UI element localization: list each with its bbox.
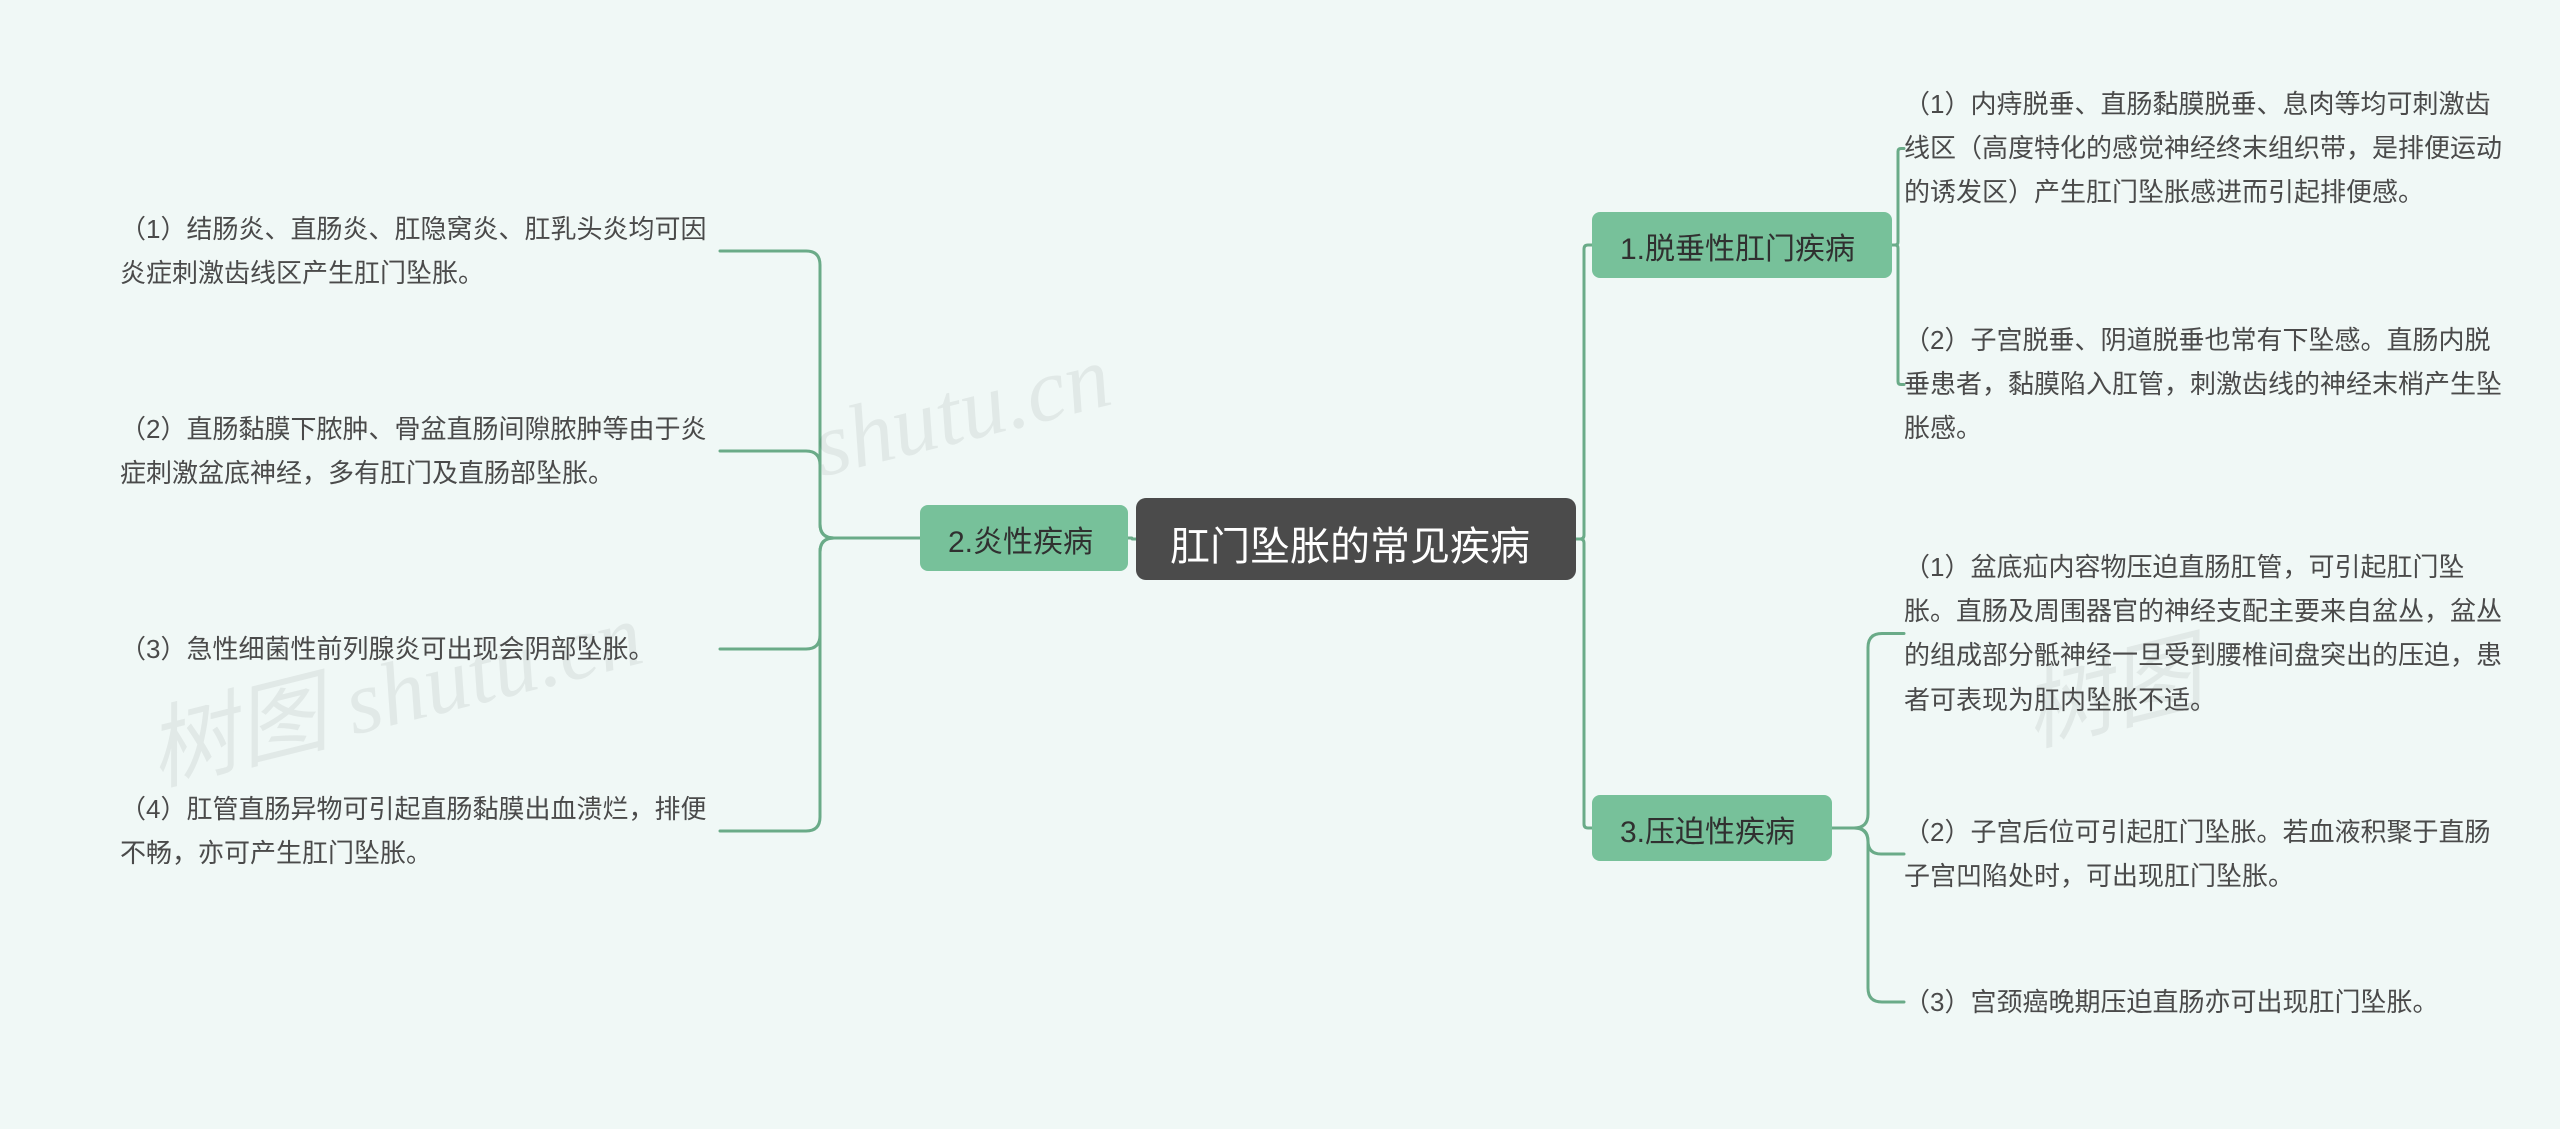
- leaf-node-b3l1[interactable]: （1）盆底疝内容物压迫直肠肛管，可引起肛门坠胀。直肠及周围器官的神经支配主要来自…: [1904, 545, 2504, 722]
- root-node[interactable]: 肛门坠胀的常见疾病: [1136, 498, 1576, 580]
- watermark: 树图 shutu.cn: [132, 561, 653, 809]
- branch-node-b3[interactable]: 3.压迫性疾病: [1592, 795, 1832, 861]
- mindmap-canvas: 树图 shutu.cnshutu.cn树图肛门坠胀的常见疾病2.炎性疾病（1）结…: [0, 0, 2560, 1129]
- leaf-node-b2l3[interactable]: （3）急性细菌性前列腺炎可出现会阴部坠胀。: [120, 627, 720, 671]
- branch-node-b1[interactable]: 1.脱垂性肛门疾病: [1592, 212, 1892, 278]
- leaf-node-b2l1[interactable]: （1）结肠炎、直肠炎、肛隐窝炎、肛乳头炎均可因炎症刺激齿线区产生肛门坠胀。: [120, 207, 720, 295]
- branch-node-b2[interactable]: 2.炎性疾病: [920, 505, 1128, 571]
- leaf-node-b1l1[interactable]: （1）内痔脱垂、直肠黏膜脱垂、息肉等均可刺激齿线区（高度特化的感觉神经终末组织带…: [1904, 82, 2504, 215]
- watermark: shutu.cn: [802, 325, 1120, 498]
- leaf-node-b3l2[interactable]: （2）子宫后位可引起肛门坠胀。若血液积聚于直肠子宫凹陷处时，可出现肛门坠胀。: [1904, 810, 2504, 898]
- leaf-node-b1l2[interactable]: （2）子宫脱垂、阴道脱垂也常有下坠感。直肠内脱垂患者，黏膜陷入肛管，刺激齿线的神…: [1904, 318, 2504, 451]
- leaf-node-b2l2[interactable]: （2）直肠黏膜下脓肿、骨盆直肠间隙脓肿等由于炎症刺激盆底神经，多有肛门及直肠部坠…: [120, 407, 720, 495]
- leaf-node-b3l3[interactable]: （3）宫颈癌晚期压迫直肠亦可出现肛门坠胀。: [1904, 980, 2504, 1024]
- leaf-node-b2l4[interactable]: （4）肛管直肠异物可引起直肠黏膜出血溃烂，排便不畅，亦可产生肛门坠胀。: [120, 787, 720, 875]
